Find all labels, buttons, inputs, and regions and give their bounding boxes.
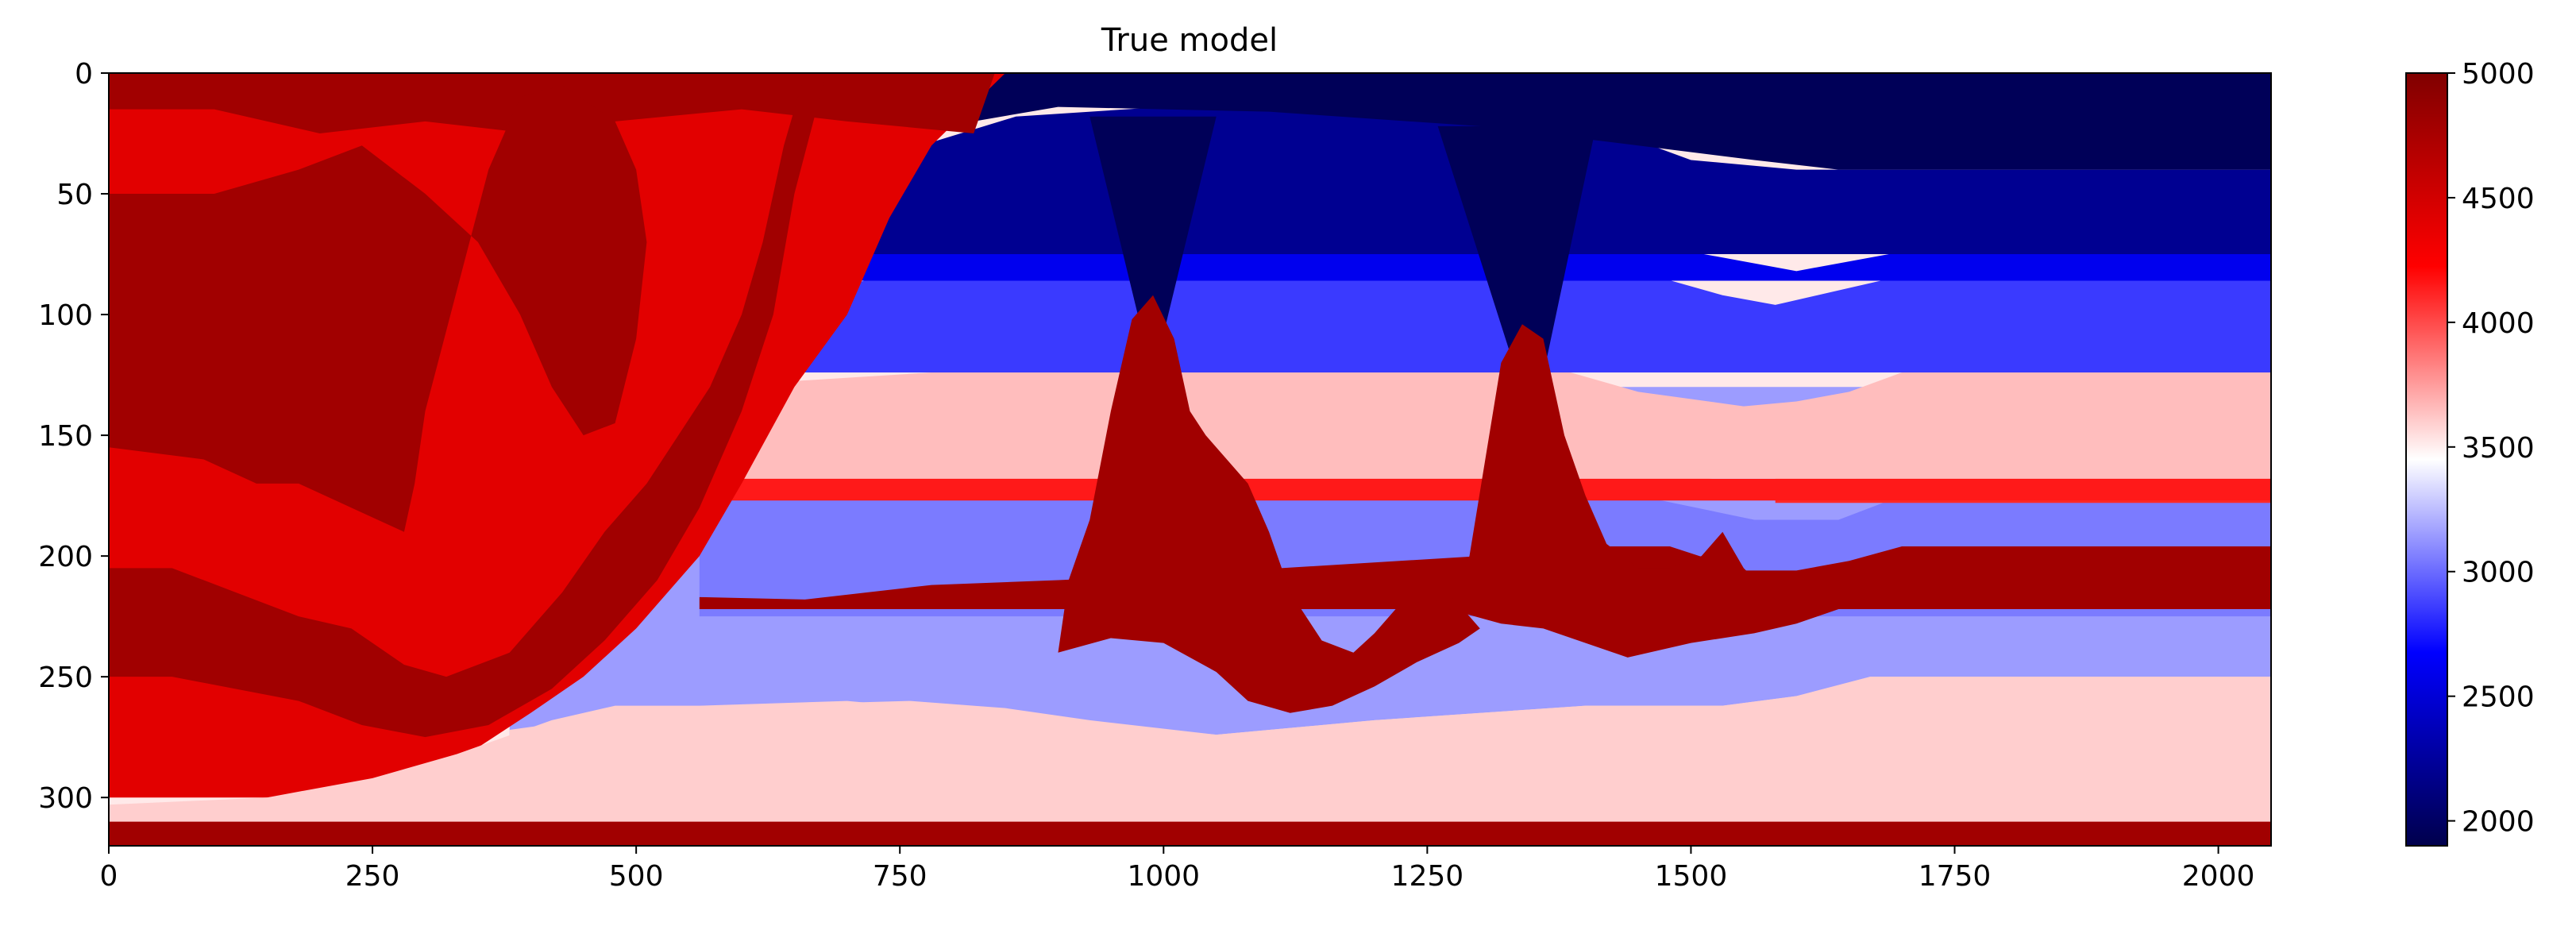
y-tick-label: 300 [38,782,93,815]
region-salt-body-2 [1448,324,1839,658]
colorbar-tick-label: 5000 [2462,58,2535,91]
region-pale-layer [699,353,2271,479]
y-tick-label: 0 [75,58,93,91]
chart-title: True model [1101,22,1278,59]
regions-layer [109,73,2271,846]
region-maroon-fold-2 [109,85,647,532]
colorbar-tick-label: 2500 [2462,681,2535,714]
x-tick-label: 1250 [1391,860,1464,893]
region-salt-body-1 [1058,295,1480,713]
region-navy-top [974,73,2271,170]
region-pale-bottom [109,677,2271,846]
x-tick-label: 250 [345,860,400,893]
y-tick-label: 200 [38,541,93,573]
colorbar-tick-label: 4500 [2462,183,2535,215]
x-tick-label: 0 [100,860,118,893]
colorbar-axis: 2000 2500 3000 3500 4000 4500 5000 [2447,58,2535,839]
x-tick-label: 1000 [1127,860,1200,893]
y-tick-label: 250 [38,662,93,694]
colorbar [2405,72,2448,847]
y-tick-label: 100 [38,299,93,332]
y-tick-label: 150 [38,420,93,453]
x-tick-label: 2000 [2182,860,2255,893]
colorbar-tick-label: 2000 [2462,806,2535,839]
x-tick-label: 1750 [1919,860,1992,893]
y-axis: 0 50 100 150 200 250 300 [38,58,109,815]
region-bottom-maroon-strip [109,821,2271,846]
x-axis: 0 250 500 750 1000 1250 1500 1750 2000 [100,846,2255,893]
colorbar-tick-label: 3000 [2462,557,2535,589]
y-tick-label: 50 [56,179,93,211]
colorbar-tick-label: 3500 [2462,432,2535,465]
region-navy-wedge-2 [1437,125,1596,376]
plot-frame [108,72,2272,847]
colorbar-tick-label: 4000 [2462,307,2535,340]
region-maroon-fold-3 [109,73,827,738]
x-tick-label: 750 [873,860,927,893]
region-navy-wedge-1 [1089,116,1217,334]
x-tick-label: 500 [609,860,664,893]
x-tick-label: 1500 [1655,860,1728,893]
